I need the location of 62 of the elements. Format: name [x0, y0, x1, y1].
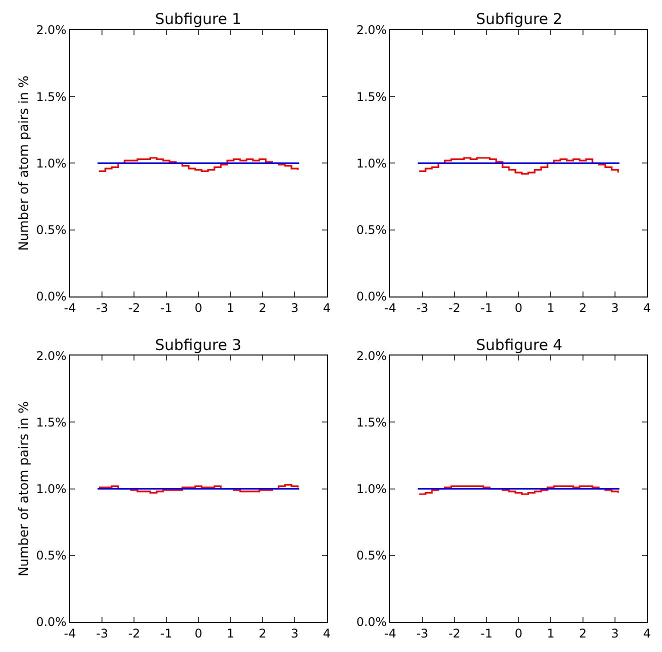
x-tick-label: -2 [128, 300, 140, 315]
x-tick-label: 1 [546, 626, 555, 640]
y-tick-label: 0.5% [356, 223, 387, 237]
x-tick-label: 3 [290, 626, 298, 640]
x-tick-label: 4 [322, 300, 331, 315]
x-tick-label: -2 [128, 626, 140, 640]
chart-title: Subfigure 1 [155, 10, 242, 28]
x-tick-label: 0 [514, 626, 522, 640]
x-tick-label: 2 [578, 626, 587, 640]
y-tick-label: 0.5% [36, 223, 67, 237]
x-tick-label: 3 [611, 300, 619, 315]
x-tick-label: 1 [226, 300, 234, 315]
x-tick-label: -3 [416, 626, 428, 640]
x-tick-label: 1 [546, 300, 555, 315]
y-tick-label: 1.0% [356, 156, 387, 170]
x-tick-label: 2 [258, 626, 266, 640]
y-tick-label: 1.0% [36, 482, 67, 496]
y-tick-label: 2.0% [356, 23, 387, 38]
y-tick-label: 2.0% [36, 23, 67, 38]
y-tick-label: 1.5% [36, 415, 67, 430]
y-tick-label: 2.0% [36, 348, 67, 363]
x-tick-label: 3 [611, 626, 619, 640]
x-tick-label: -4 [64, 626, 76, 640]
x-tick-label: -3 [416, 300, 428, 315]
x-tick-label: -2 [448, 300, 460, 315]
x-tick-label: 1 [226, 626, 234, 640]
x-tick-label: -1 [160, 626, 172, 640]
x-tick-label: -4 [64, 300, 76, 315]
x-tick-label: -3 [96, 626, 108, 640]
x-tick-label: 0 [194, 300, 202, 315]
chart-title: Subfigure 3 [155, 336, 242, 354]
y-tick-label: 1.5% [356, 90, 387, 104]
x-tick-label: -1 [160, 300, 172, 315]
y-tick-label: 0.0% [356, 290, 387, 304]
x-tick-label: 0 [514, 300, 522, 315]
x-tick-label: 2 [258, 300, 266, 315]
x-tick-label: -4 [384, 300, 396, 315]
y-tick-label: 0.0% [36, 615, 67, 630]
y-tick-label: 2.0% [356, 348, 387, 363]
x-tick-label: 4 [322, 626, 331, 640]
y-tick-label: 0.5% [36, 548, 67, 563]
y-axis-title: Number of atom pairs in % [17, 401, 32, 576]
x-tick-label: -4 [384, 626, 396, 640]
y-tick-label: 0.0% [356, 615, 387, 630]
x-tick-label: 4 [643, 300, 651, 315]
x-tick-label: 3 [290, 300, 298, 315]
y-tick-label: 1.0% [36, 156, 67, 170]
chart-title: Subfigure 2 [476, 10, 562, 28]
x-tick-label: 0 [194, 626, 202, 640]
y-tick-label: 1.5% [36, 90, 67, 104]
x-tick-label: -1 [480, 300, 493, 315]
y-tick-label: 1.0% [356, 482, 387, 496]
y-axis-title: Number of atom pairs in % [17, 76, 32, 251]
x-tick-label: 4 [643, 626, 651, 640]
y-tick-label: 0.5% [356, 548, 387, 563]
chart-title: Subfigure 4 [476, 336, 562, 354]
y-tick-label: 1.5% [356, 415, 387, 430]
x-tick-label: -1 [480, 626, 493, 640]
x-tick-label: -2 [448, 626, 460, 640]
y-tick-label: 0.0% [36, 290, 67, 304]
x-tick-label: 2 [578, 300, 587, 315]
x-tick-label: -3 [96, 300, 108, 315]
